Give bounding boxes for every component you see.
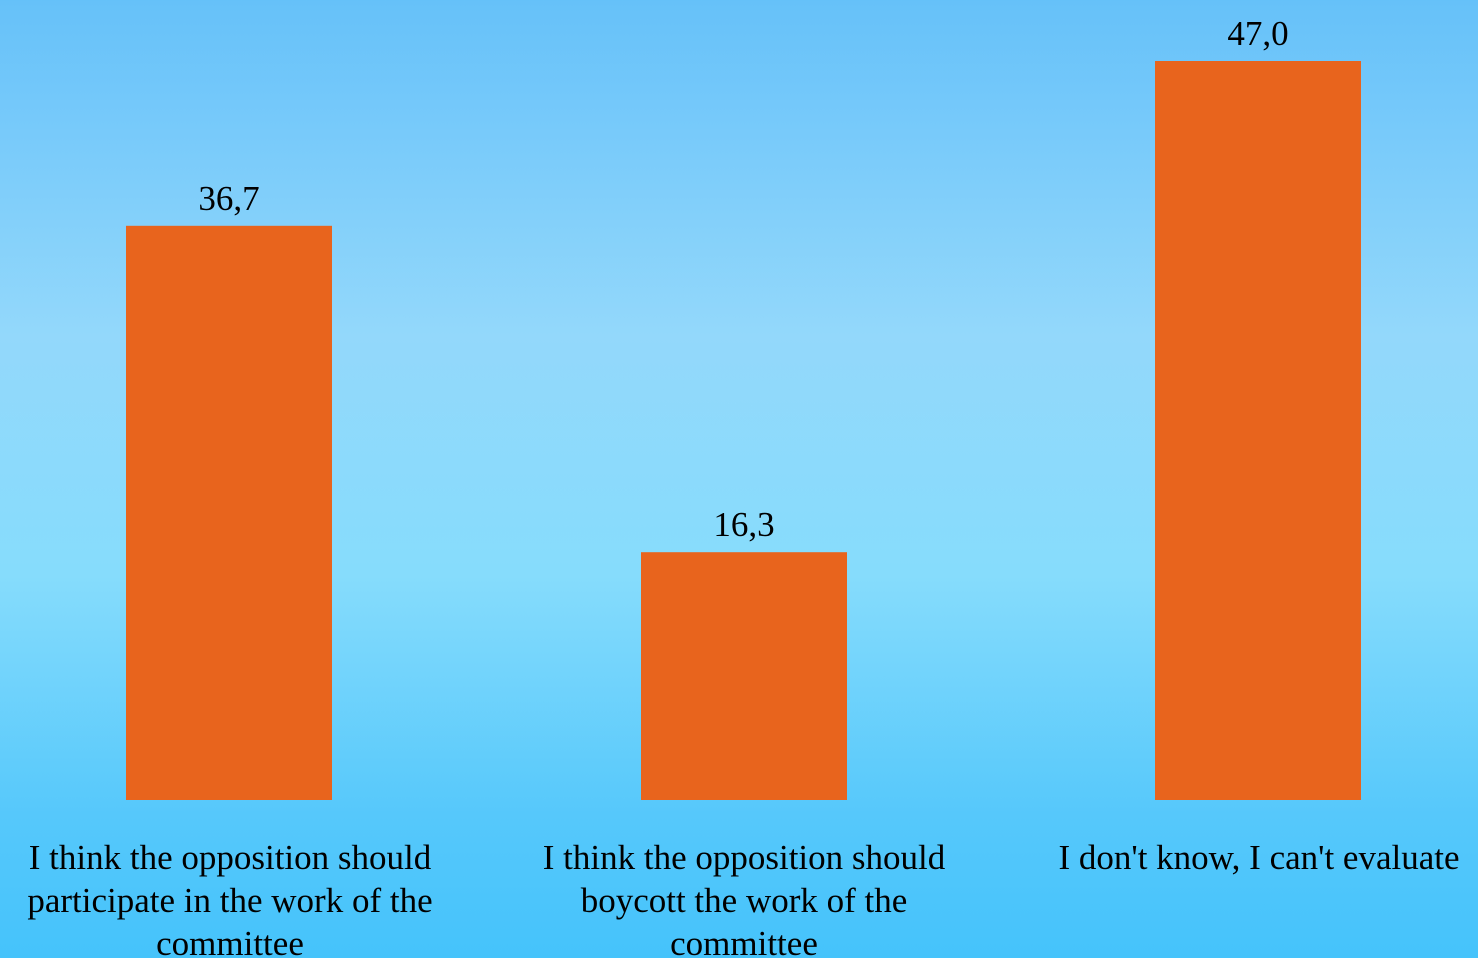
data-label-participate: 36,7 [198, 179, 259, 218]
category-label-participate: I think the opposition should participat… [27, 838, 433, 958]
bar-chart-plot: 36,7 16,3 47,0 [126, 14, 1361, 800]
bar-dont-know [1155, 61, 1361, 800]
data-label-boycott: 16,3 [713, 505, 774, 544]
data-label-dont-know: 47,0 [1227, 14, 1288, 53]
category-label-dont-know: I don't know, I can't evaluate [1058, 838, 1460, 877]
bar-participate [126, 225, 332, 800]
bar-boycott [641, 552, 847, 800]
category-label-boycott: I think the opposition should boycott th… [542, 838, 946, 958]
